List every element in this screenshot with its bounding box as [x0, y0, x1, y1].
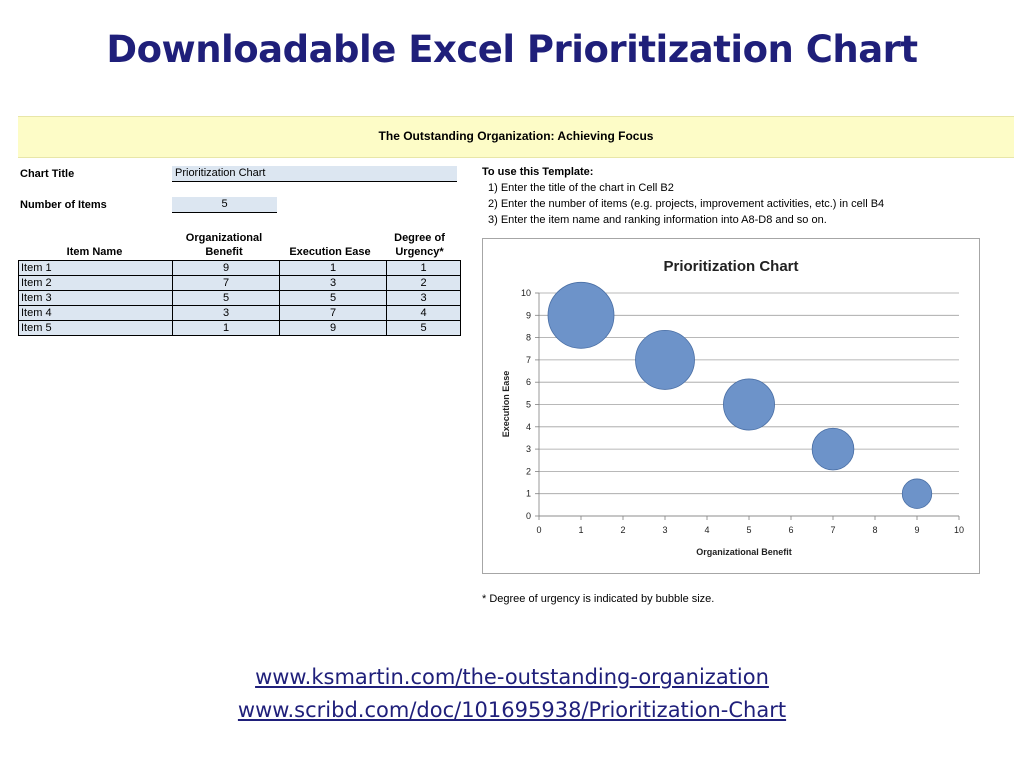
- x-tick-label: 5: [746, 525, 751, 535]
- header-execution-ease: Execution Ease: [289, 246, 371, 258]
- y-tick-label: 5: [526, 400, 531, 410]
- y-axis-label: Execution Ease: [501, 371, 511, 438]
- urgency-footnote: * Degree of urgency is indicated by bubb…: [482, 593, 715, 605]
- benefit-cell[interactable]: 1: [172, 320, 280, 336]
- item-name-cell[interactable]: Item 2: [18, 275, 173, 291]
- y-tick-label: 2: [526, 466, 531, 476]
- instruction-step-2: 2) Enter the number of items (e.g. proje…: [488, 198, 885, 210]
- x-tick-label: 3: [662, 525, 667, 535]
- table-row: Item 4 3 7 4: [18, 305, 461, 321]
- header-urgency: Degree of Urgency*: [383, 231, 456, 259]
- benefit-cell[interactable]: 7: [172, 275, 280, 291]
- x-tick-label: 10: [954, 525, 964, 535]
- item-name-cell[interactable]: Item 3: [18, 290, 173, 306]
- ease-cell[interactable]: 3: [279, 275, 387, 291]
- link-scribd[interactable]: www.scribd.com/doc/101695938/Prioritizat…: [237, 698, 787, 722]
- chart-axes: 0 1 2 3 4 5 6 7 8 9 10 0 1 2 3 4 5 6 7 8 9 10: [521, 288, 964, 535]
- number-of-items-cell[interactable]: 5: [172, 197, 277, 213]
- benefit-cell[interactable]: 3: [172, 305, 280, 321]
- y-tick-label: 8: [526, 333, 531, 343]
- header-benefit: Organizational Benefit: [171, 231, 277, 259]
- data-bubble: [723, 378, 775, 431]
- y-tick-label: 10: [521, 288, 531, 298]
- x-tick-label: 7: [830, 525, 835, 535]
- ease-cell[interactable]: 1: [279, 260, 387, 276]
- chart-title: Prioritization Chart: [663, 258, 798, 275]
- data-bubble: [547, 281, 615, 349]
- instruction-step-3: 3) Enter the item name and ranking infor…: [488, 214, 827, 226]
- urgency-cell[interactable]: 2: [386, 275, 461, 291]
- ease-cell[interactable]: 9: [279, 320, 387, 336]
- x-tick-label: 6: [788, 525, 793, 535]
- chart-title-label: Chart Title: [20, 168, 75, 180]
- data-bubble: [811, 427, 855, 471]
- y-tick-label: 1: [526, 489, 531, 499]
- header-benefit-line1: Organizational: [185, 232, 263, 244]
- header-urgency-line2: Urgency*: [395, 246, 444, 258]
- urgency-cell[interactable]: 5: [386, 320, 461, 336]
- slide-title: Downloadable Excel Prioritization Chart: [106, 28, 918, 71]
- header-item-name: Item Name: [66, 246, 123, 258]
- number-of-items-label: Number of Items: [20, 199, 107, 211]
- data-bubble: [635, 329, 695, 390]
- data-bubble: [901, 478, 933, 509]
- y-tick-label: 4: [526, 422, 531, 432]
- table-row: Item 5 1 9 5: [18, 320, 461, 336]
- x-tick-label: 9: [914, 525, 919, 535]
- banner-text: The Outstanding Organization: Achieving …: [378, 129, 654, 143]
- ease-cell[interactable]: 5: [279, 290, 387, 306]
- y-tick-label: 3: [526, 444, 531, 454]
- x-tick-label: 1: [578, 525, 583, 535]
- y-tick-label: 7: [526, 355, 531, 365]
- x-tick-label: 0: [536, 525, 541, 535]
- link-ksmartin[interactable]: www.ksmartin.com/the-outstanding-organiz…: [255, 665, 769, 689]
- item-name-cell[interactable]: Item 1: [18, 260, 173, 276]
- urgency-cell[interactable]: 1: [386, 260, 461, 276]
- table-row: Item 2 7 3 2: [18, 275, 461, 291]
- benefit-cell[interactable]: 5: [172, 290, 280, 306]
- x-tick-label: 2: [620, 525, 625, 535]
- instruction-step-1: 1) Enter the title of the chart in Cell …: [488, 182, 674, 194]
- y-tick-label: 9: [526, 310, 531, 320]
- y-tick-label: 6: [526, 377, 531, 387]
- urgency-cell[interactable]: 3: [386, 290, 461, 306]
- bubble-chart[interactable]: Prioritization Chart 0 1 2 3 4 5 6 7 8 9 10 0 1 2 3 4 5 6…: [482, 238, 980, 574]
- header-banner: The Outstanding Organization: Achieving …: [18, 116, 1014, 158]
- item-name-cell[interactable]: Item 4: [18, 305, 173, 321]
- instructions-heading: To use this Template:: [482, 166, 594, 178]
- table-row: Item 3 5 5 3: [18, 290, 461, 306]
- chart-canvas: Prioritization Chart 0 1 2 3 4 5 6 7 8 9 10 0 1 2 3 4 5 6…: [501, 258, 964, 557]
- x-tick-label: 4: [704, 525, 709, 535]
- chart-bubbles: [547, 281, 933, 509]
- benefit-cell[interactable]: 9: [172, 260, 280, 276]
- x-tick-label: 8: [872, 525, 877, 535]
- header-urgency-line1: Degree of: [394, 232, 445, 244]
- x-axis-label: Organizational Benefit: [696, 547, 792, 557]
- items-table: Item 1 9 1 1 Item 2 7 3 2 Item 3 5 5 3 I…: [18, 260, 461, 336]
- item-name-cell[interactable]: Item 5: [18, 320, 173, 336]
- ease-cell[interactable]: 7: [279, 305, 387, 321]
- urgency-cell[interactable]: 4: [386, 305, 461, 321]
- chart-title-cell[interactable]: Prioritization Chart: [172, 166, 457, 182]
- table-row: Item 1 9 1 1: [18, 260, 461, 276]
- header-benefit-line2: Benefit: [205, 246, 243, 258]
- y-tick-label: 0: [526, 511, 531, 521]
